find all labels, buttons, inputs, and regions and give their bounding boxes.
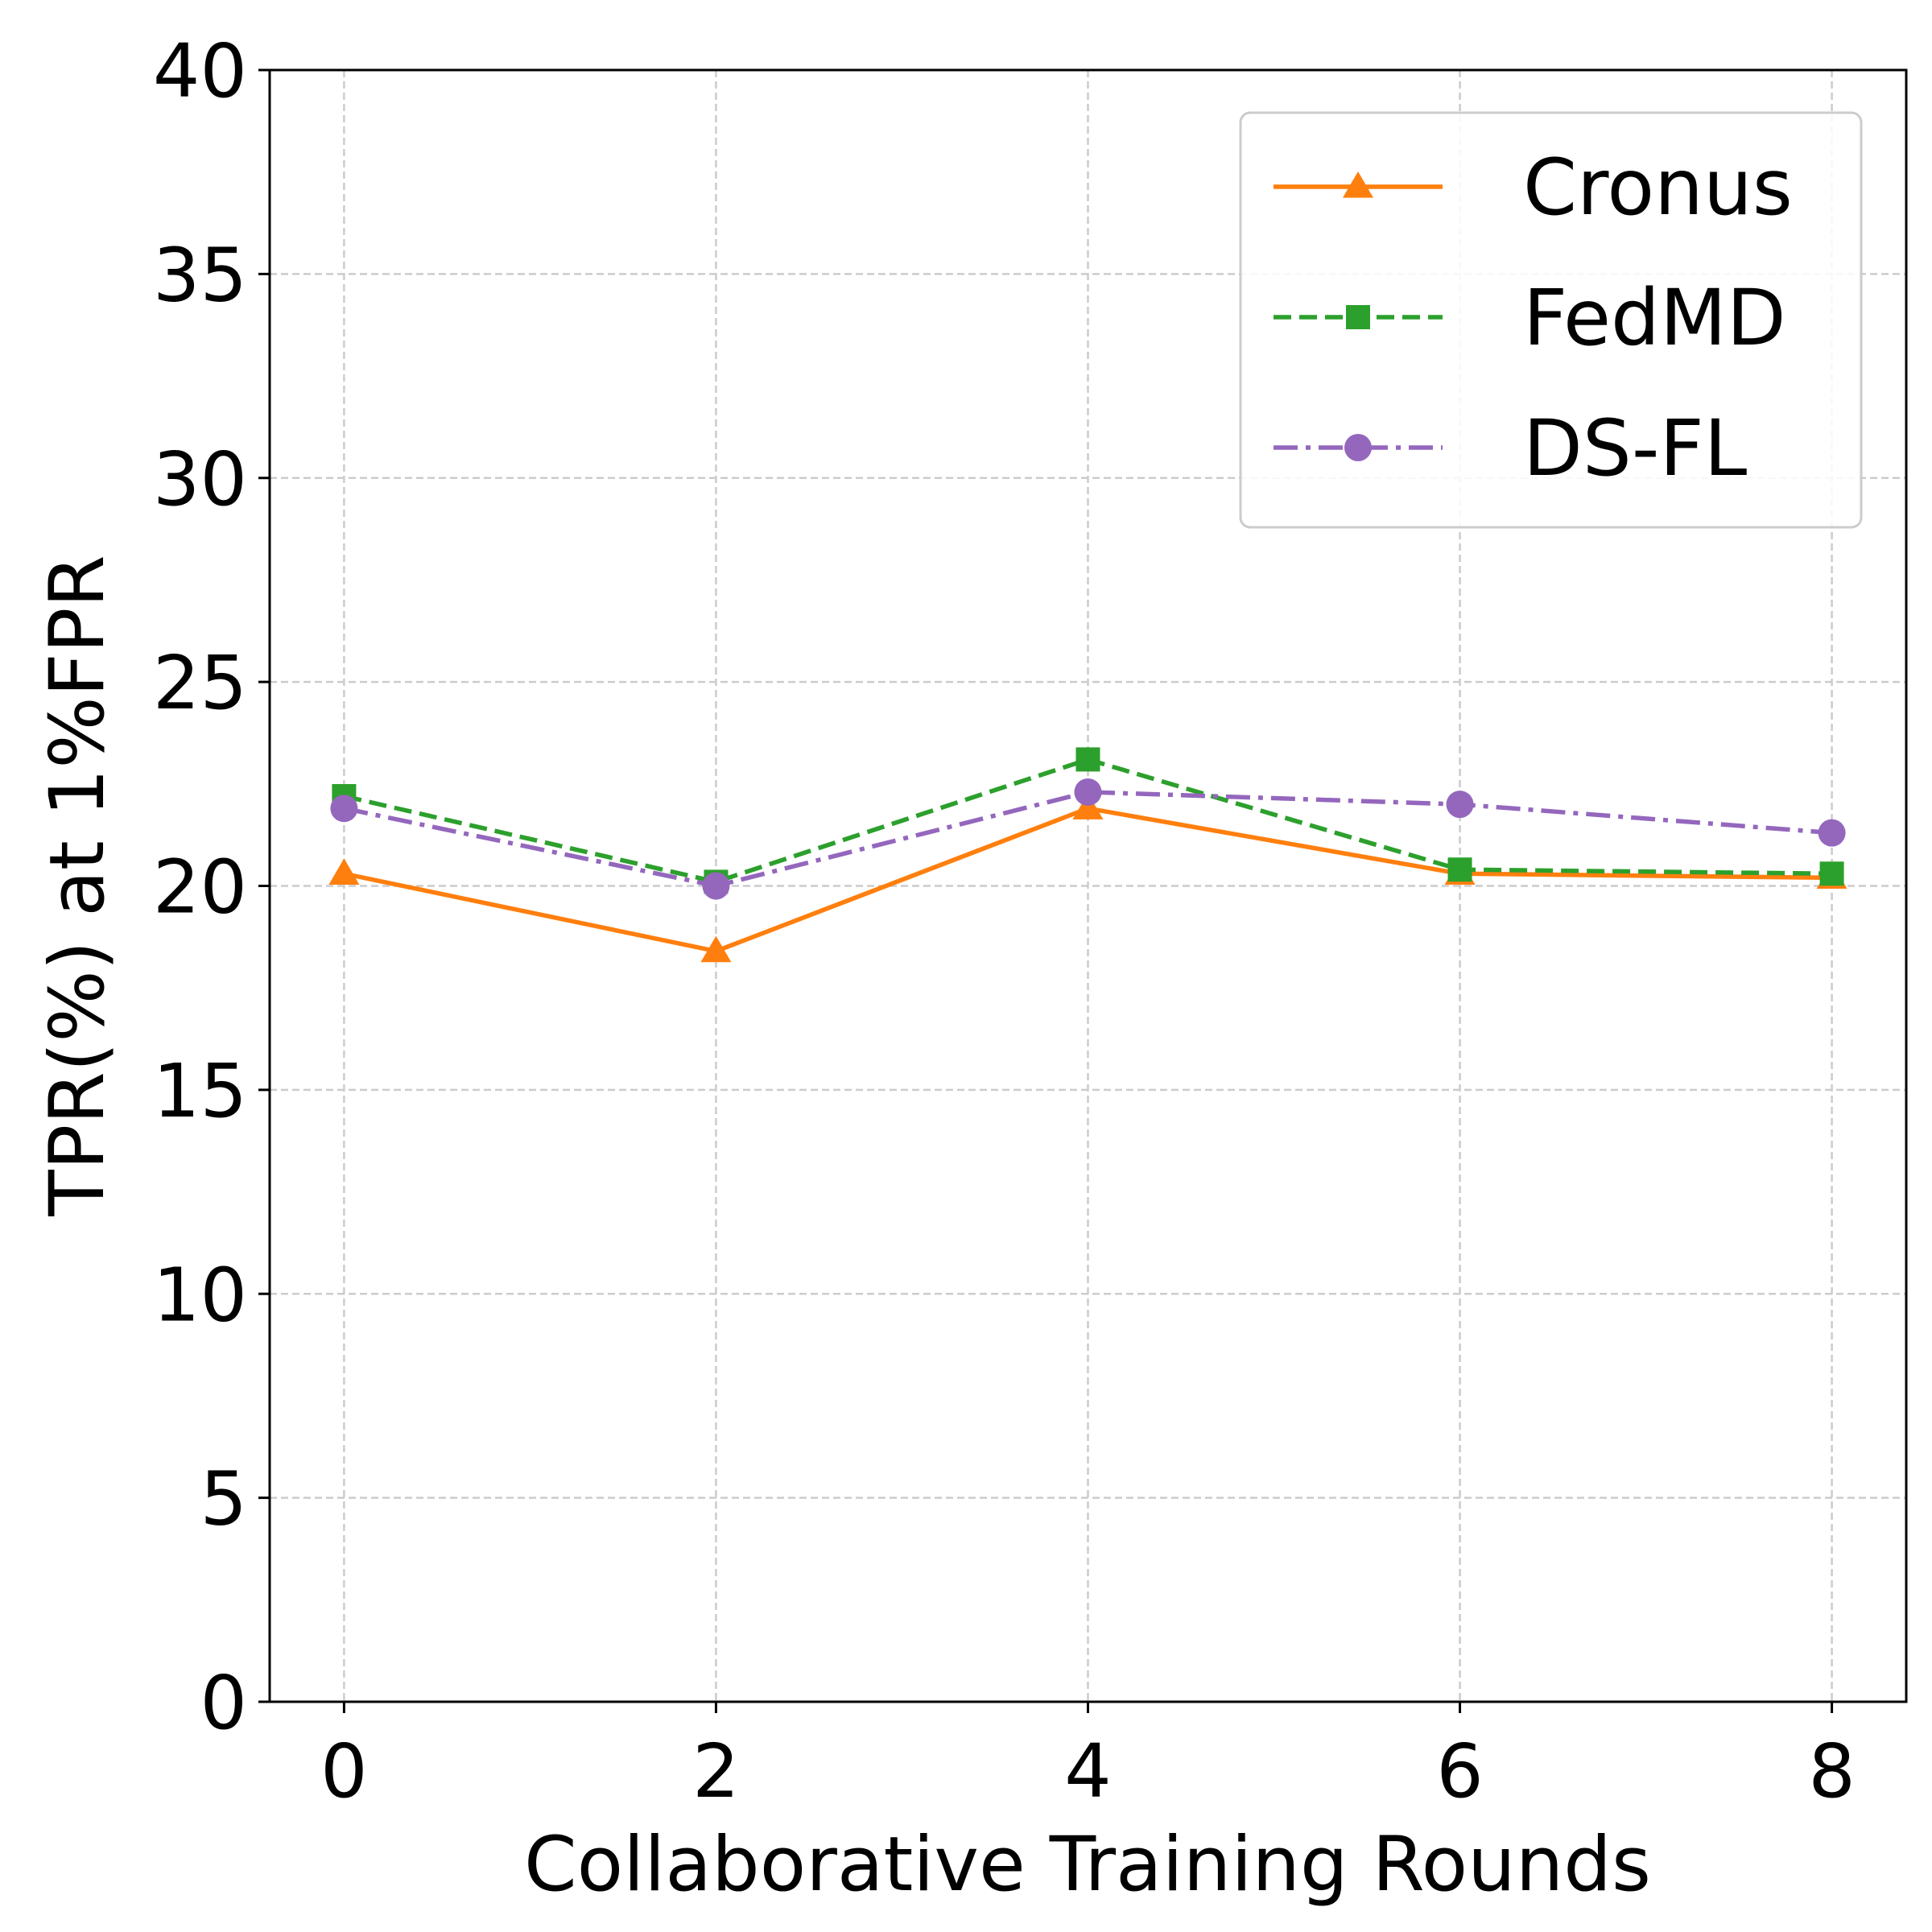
data-point-cronus [1072,793,1104,819]
y-axis-title: TPR(%) at 1%FPR [34,555,122,1217]
data-point-fedmd [1819,861,1844,886]
y-tick-label: 20 [153,844,247,931]
axis-ticks: 0 2 4 6 8 0 5 10 15 20 25 30 35 40 [153,28,1856,1814]
y-tick-label: 10 [153,1252,247,1338]
data-point-cronus [328,858,360,885]
x-tick-label: 0 [320,1728,368,1814]
legend-label-cronus: Cronus [1523,142,1793,233]
data-point-ds-fl [1818,819,1846,847]
series-ds-fl [330,778,1846,900]
y-tick-label: 15 [153,1048,247,1134]
data-point-ds-fl [702,872,730,900]
y-tick-label: 25 [153,640,247,726]
data-point-cronus [700,935,732,963]
legend-marker-ds-fl [1344,434,1372,461]
legend: Cronus FedMD DS-FL [1239,111,1863,529]
x-tick-label: 4 [1064,1728,1112,1814]
y-tick-label: 0 [200,1660,247,1746]
y-tick-label: 5 [200,1456,247,1542]
legend-frame [1239,111,1863,529]
x-tick-label: 2 [692,1728,740,1814]
data-point-fedmd [1447,857,1472,882]
x-axis-title: Collaborative Training Rounds [524,1821,1651,1909]
legend-label-ds-fl: DS-FL [1523,403,1747,493]
data-point-ds-fl [1446,791,1474,819]
y-tick-label: 30 [153,436,247,522]
legend-marker-cronus [1343,171,1373,198]
legend-label-fedmd: FedMD [1523,273,1786,363]
legend-marker-fedmd [1346,305,1370,329]
data-point-ds-fl [330,795,358,823]
x-tick-label: 6 [1436,1728,1484,1814]
y-tick-label: 35 [153,232,247,318]
data-point-fedmd [1075,747,1100,772]
series-layer [328,747,1847,963]
y-tick-label: 40 [153,28,247,114]
data-point-ds-fl [1074,778,1102,806]
x-tick-label: 8 [1808,1728,1856,1814]
